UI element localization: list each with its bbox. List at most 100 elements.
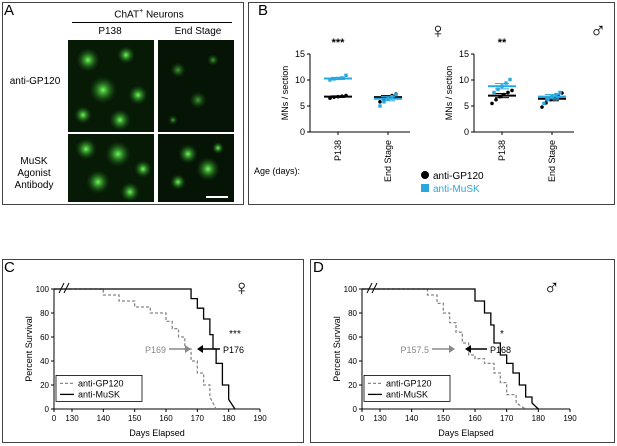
- row-label-musk-agonist: MuSK Agonist Antibody: [14, 156, 54, 191]
- panel-a-letter: A: [4, 2, 15, 19]
- x-tick-label: 170: [500, 414, 514, 423]
- x-tick-label: 180: [222, 414, 236, 423]
- data-point: [382, 100, 386, 104]
- survival-curve: [54, 288, 236, 410]
- data-point: [494, 97, 498, 102]
- micrograph-musk-endstage: [158, 134, 234, 202]
- y-tick-label: 10: [459, 75, 469, 85]
- legend-marker: [421, 171, 429, 179]
- data-point: [378, 104, 382, 108]
- data-point: [332, 77, 336, 81]
- y-axis-label: MNs / section: [280, 66, 290, 121]
- micrograph-musk-p138-image: [68, 134, 154, 202]
- panel-d: [310, 259, 615, 443]
- panel-d-letter: D: [313, 259, 324, 276]
- median-label-musk: P176: [223, 345, 244, 355]
- x-tick-label: 150: [128, 414, 142, 423]
- data-point: [394, 92, 398, 97]
- data-point: [558, 90, 562, 95]
- arrow-head-gp120: [449, 345, 455, 353]
- axis-break: [58, 282, 65, 294]
- x-tick-label: 0: [52, 414, 57, 423]
- y-tick-label: 5: [300, 101, 305, 111]
- x-tick-label: 0: [360, 414, 365, 423]
- x-tick-label: 160: [159, 414, 173, 423]
- panel-a-title: ChAT+ Neurons: [114, 8, 184, 21]
- scale-bar: [206, 196, 228, 198]
- y-tick-label: 40: [40, 357, 49, 366]
- legend-label: anti-GP120: [386, 378, 432, 388]
- x-tick-label: 190: [253, 414, 267, 423]
- age-label: Age (days):: [254, 166, 300, 176]
- axis-break: [63, 282, 70, 294]
- x-tick-label: 130: [65, 414, 79, 423]
- y-tick-label: 15: [459, 49, 469, 59]
- y-tick-label: 15: [295, 49, 305, 59]
- male-symbol: ♂: [590, 18, 607, 43]
- arrow-head-gp120: [185, 345, 191, 353]
- y-tick-label: 60: [348, 333, 357, 342]
- axis-break: [366, 282, 373, 294]
- x-tick-label: 130: [373, 414, 387, 423]
- panel-b-letter: B: [258, 2, 269, 19]
- panel-c: [2, 259, 304, 443]
- legend-marker: [421, 184, 429, 192]
- data-point: [546, 98, 550, 102]
- data-point: [328, 96, 332, 100]
- micrograph-gp120-endstage-image: [158, 40, 234, 132]
- arrow-head-musk: [197, 345, 203, 353]
- x-tick-label: P138: [333, 140, 343, 161]
- x-tick-label: 150: [437, 414, 451, 423]
- panel-c-letter: C: [4, 259, 15, 276]
- significance-label: ***: [229, 329, 241, 340]
- data-point: [492, 90, 496, 95]
- micrograph-gp120-endstage: [158, 40, 234, 132]
- y-tick-label: 20: [348, 381, 357, 390]
- x-tick-label: End Stage: [547, 140, 557, 182]
- data-point: [500, 84, 504, 88]
- micrograph-gp120-p138-image: [68, 40, 154, 132]
- significance-label: ***: [332, 37, 346, 49]
- median-label-gp120: P157.5: [400, 345, 429, 355]
- survival-curve: [54, 288, 217, 410]
- data-point: [340, 76, 344, 80]
- data-point: [504, 81, 508, 85]
- x-axis-label: Days Elapsed: [129, 428, 185, 438]
- legend-label: anti-GP120: [78, 378, 124, 388]
- data-point: [336, 94, 340, 99]
- data-point: [336, 76, 340, 81]
- arrow-head-musk: [465, 345, 471, 353]
- data-point: [344, 93, 348, 98]
- x-tick-label: 160: [468, 414, 482, 423]
- y-tick-label: 60: [40, 333, 49, 342]
- y-tick-label: 40: [348, 357, 357, 366]
- micrograph-musk-p138: [68, 134, 154, 202]
- x-tick-label: 170: [191, 414, 205, 423]
- legend-label: anti-GP120: [433, 171, 484, 182]
- y-tick-label: 10: [295, 75, 305, 85]
- significance-label: *: [500, 329, 504, 340]
- y-tick-label: 100: [36, 285, 50, 294]
- y-tick-label: 80: [40, 309, 49, 318]
- female-symbol: ♀: [430, 18, 447, 43]
- legend-label: anti-MuSK: [78, 389, 120, 399]
- legend-label: anti-MuSK: [386, 389, 428, 399]
- y-tick-label: 0: [464, 127, 469, 137]
- data-point: [386, 97, 390, 101]
- y-axis-label: Percent Survival: [24, 316, 34, 382]
- data-point: [508, 77, 512, 82]
- legend-box: [363, 375, 451, 402]
- panel-b-chart: 0 5 10 15 MNs / section P138 *** End Stage ♀ 0 5 10…: [254, 18, 607, 195]
- data-point: [498, 94, 502, 99]
- col-label-p138: P138: [98, 26, 122, 37]
- data-point: [506, 90, 510, 95]
- x-tick-label: 180: [532, 414, 546, 423]
- y-tick-label: 80: [348, 309, 357, 318]
- x-axis-label: Days Elapsed: [438, 428, 494, 438]
- y-axis-label: Percent Survival: [332, 316, 342, 382]
- data-point: [496, 87, 500, 92]
- panel-d-chart: 0 20 40 60 80 100 0 130 140 150 160 170 180 190 Days E…: [332, 275, 577, 438]
- y-tick-label: 5: [464, 101, 469, 111]
- sex-symbol: ♂: [544, 275, 561, 300]
- col-label-end-stage: End Stage: [174, 26, 222, 37]
